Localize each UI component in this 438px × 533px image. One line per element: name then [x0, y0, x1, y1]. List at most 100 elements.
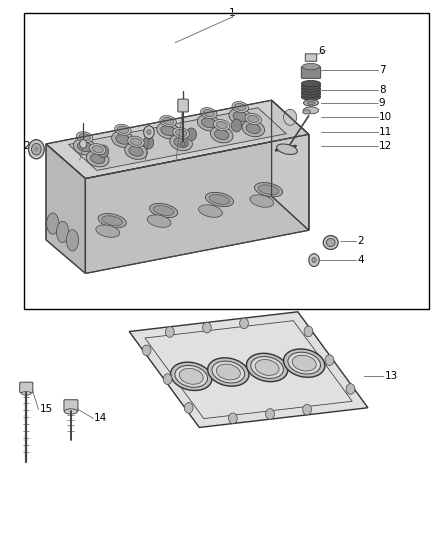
- Text: 2: 2: [357, 236, 364, 246]
- Circle shape: [240, 318, 248, 329]
- Circle shape: [184, 402, 193, 413]
- Circle shape: [231, 119, 242, 132]
- Circle shape: [147, 130, 151, 135]
- Ellipse shape: [201, 108, 217, 119]
- FancyBboxPatch shape: [20, 382, 33, 393]
- Ellipse shape: [149, 204, 178, 217]
- Text: 10: 10: [379, 112, 392, 122]
- Circle shape: [229, 413, 237, 424]
- Circle shape: [284, 109, 297, 125]
- Text: 12: 12: [379, 141, 392, 151]
- Circle shape: [144, 126, 154, 139]
- Ellipse shape: [32, 143, 41, 155]
- Polygon shape: [68, 108, 286, 171]
- Circle shape: [312, 257, 316, 263]
- Ellipse shape: [73, 139, 96, 155]
- Text: 11: 11: [379, 127, 392, 137]
- Text: 1: 1: [229, 9, 236, 18]
- Ellipse shape: [125, 143, 147, 159]
- Ellipse shape: [46, 213, 59, 234]
- Ellipse shape: [203, 110, 214, 117]
- Ellipse shape: [301, 94, 321, 100]
- FancyBboxPatch shape: [305, 54, 317, 61]
- Ellipse shape: [205, 192, 233, 207]
- Circle shape: [303, 405, 311, 415]
- Text: 4: 4: [137, 158, 144, 167]
- Ellipse shape: [92, 146, 103, 152]
- Polygon shape: [129, 312, 368, 427]
- Text: 2: 2: [23, 141, 30, 151]
- Ellipse shape: [283, 349, 325, 377]
- Ellipse shape: [64, 409, 78, 414]
- Ellipse shape: [288, 352, 321, 374]
- Ellipse shape: [258, 185, 279, 195]
- Ellipse shape: [247, 115, 259, 123]
- Ellipse shape: [323, 236, 338, 249]
- Text: 15: 15: [39, 405, 53, 414]
- Ellipse shape: [216, 122, 227, 128]
- Ellipse shape: [129, 147, 143, 156]
- Ellipse shape: [216, 364, 240, 380]
- Ellipse shape: [229, 108, 251, 125]
- Ellipse shape: [198, 115, 220, 131]
- Ellipse shape: [112, 131, 134, 148]
- Text: 6: 6: [318, 46, 325, 55]
- Ellipse shape: [292, 355, 316, 371]
- Ellipse shape: [246, 124, 261, 133]
- Circle shape: [80, 140, 87, 148]
- Ellipse shape: [198, 205, 223, 217]
- Ellipse shape: [209, 195, 230, 204]
- Ellipse shape: [117, 126, 129, 133]
- Ellipse shape: [89, 143, 106, 155]
- Text: 13: 13: [385, 371, 398, 381]
- Text: 5: 5: [168, 158, 174, 167]
- Text: 8: 8: [379, 85, 385, 94]
- Ellipse shape: [251, 357, 283, 378]
- Circle shape: [325, 355, 334, 366]
- Ellipse shape: [91, 154, 105, 164]
- Ellipse shape: [131, 138, 141, 146]
- Circle shape: [166, 327, 174, 337]
- Ellipse shape: [250, 195, 274, 207]
- Ellipse shape: [303, 110, 311, 114]
- Circle shape: [202, 322, 211, 333]
- Circle shape: [142, 345, 151, 356]
- Circle shape: [265, 409, 274, 419]
- Text: 3: 3: [71, 158, 78, 167]
- Bar: [24, 13, 429, 309]
- Ellipse shape: [304, 100, 318, 106]
- Ellipse shape: [212, 361, 245, 383]
- Text: 4: 4: [357, 255, 364, 265]
- Ellipse shape: [173, 127, 189, 139]
- Circle shape: [304, 326, 313, 337]
- FancyBboxPatch shape: [64, 400, 78, 411]
- Ellipse shape: [245, 114, 261, 124]
- Ellipse shape: [153, 206, 174, 215]
- Circle shape: [309, 254, 319, 266]
- Ellipse shape: [115, 124, 131, 135]
- Circle shape: [186, 128, 197, 141]
- Ellipse shape: [301, 80, 321, 87]
- Ellipse shape: [255, 360, 279, 375]
- Ellipse shape: [254, 183, 283, 197]
- Ellipse shape: [326, 239, 335, 247]
- Ellipse shape: [86, 150, 109, 167]
- Ellipse shape: [174, 138, 188, 148]
- Ellipse shape: [233, 112, 247, 122]
- Ellipse shape: [176, 130, 187, 136]
- FancyBboxPatch shape: [301, 67, 321, 78]
- Ellipse shape: [301, 88, 321, 95]
- Polygon shape: [85, 134, 309, 273]
- Text: 9: 9: [379, 98, 385, 108]
- Ellipse shape: [215, 130, 229, 140]
- Ellipse shape: [57, 221, 69, 243]
- Ellipse shape: [78, 142, 92, 152]
- Ellipse shape: [170, 362, 212, 391]
- Ellipse shape: [247, 353, 288, 382]
- Ellipse shape: [162, 117, 174, 125]
- Ellipse shape: [102, 216, 123, 225]
- Text: 7: 7: [379, 66, 385, 75]
- Ellipse shape: [302, 63, 320, 70]
- Ellipse shape: [303, 107, 318, 114]
- Ellipse shape: [208, 358, 249, 386]
